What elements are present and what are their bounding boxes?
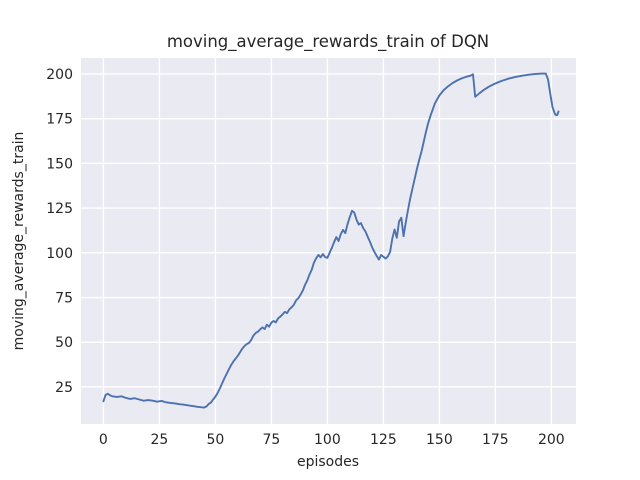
reward-line-series [102, 72, 560, 409]
y-tick-label: 25 [55, 380, 73, 396]
x-tick-label: 175 [482, 432, 509, 448]
x-axis-label: episodes [297, 454, 359, 470]
y-tick-label: 175 [46, 112, 73, 128]
x-tick-label: 200 [538, 432, 565, 448]
x-tick-label: 50 [206, 432, 224, 448]
y-tick-label: 200 [46, 67, 73, 83]
x-tick-label: 125 [370, 432, 397, 448]
x-tick-label: 0 [99, 432, 108, 448]
x-tick-label: 25 [150, 432, 168, 448]
y-axis-label: moving_average_rewards_train [11, 132, 27, 351]
y-tick-label: 50 [55, 335, 73, 351]
y-tick-label: 150 [46, 156, 73, 172]
y-axis-tick-labels: 25 50 75 100 125 150 175 200 [46, 67, 73, 396]
chart-title: moving_average_rewards_train of DQN [167, 32, 489, 52]
x-tick-label: 75 [262, 432, 280, 448]
y-tick-label: 75 [55, 291, 73, 307]
y-tick-label: 100 [46, 246, 73, 262]
y-tick-label: 125 [46, 201, 73, 217]
x-axis-tick-labels: 0 25 50 75 100 125 150 175 200 [99, 432, 565, 448]
x-tick-label: 100 [314, 432, 341, 448]
plot-area [81, 58, 576, 424]
gridlines [81, 58, 576, 424]
x-tick-label: 150 [426, 432, 453, 448]
